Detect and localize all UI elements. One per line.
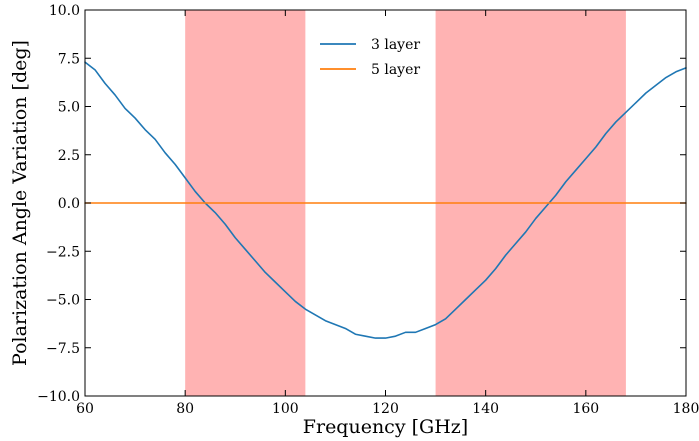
y-tick-label: −5.0	[46, 293, 80, 309]
y-tick-label: 2.5	[58, 148, 80, 164]
legend: 3 layer 5 layer	[320, 37, 420, 78]
legend-label-2: 5 layer	[371, 62, 420, 78]
x-tick-label: 100	[272, 401, 299, 417]
y-axis-label: Polarization Angle Variation [deg]	[9, 40, 31, 366]
y-tick-label: −7.5	[46, 341, 80, 357]
y-tick-label: 10.0	[49, 3, 80, 19]
y-tick-label: 7.5	[58, 51, 80, 67]
tick-labels-layer: 60 80 100 120 140 160 180 −10.0 −7.5 −5.0 −2.5 0.0 2…	[37, 3, 699, 417]
x-axis-label: Frequency [GHz]	[303, 416, 468, 438]
y-tick-label: 5.0	[58, 100, 80, 116]
x-tick-label: 120	[372, 401, 399, 417]
y-tick-label: 0.0	[58, 196, 80, 212]
x-tick-label: 180	[673, 401, 699, 417]
series-line-1	[84, 61, 687, 339]
legend-label-1: 3 layer	[371, 37, 420, 53]
x-tick-label: 160	[572, 401, 599, 417]
x-tick-label: 60	[76, 401, 94, 417]
y-tick-label: −10.0	[37, 389, 80, 405]
ticks-layer	[84, 9, 687, 397]
x-tick-label: 140	[472, 401, 499, 417]
y-tick-label: −2.5	[46, 244, 80, 260]
series-layer	[84, 61, 687, 339]
x-tick-label: 80	[176, 401, 194, 417]
